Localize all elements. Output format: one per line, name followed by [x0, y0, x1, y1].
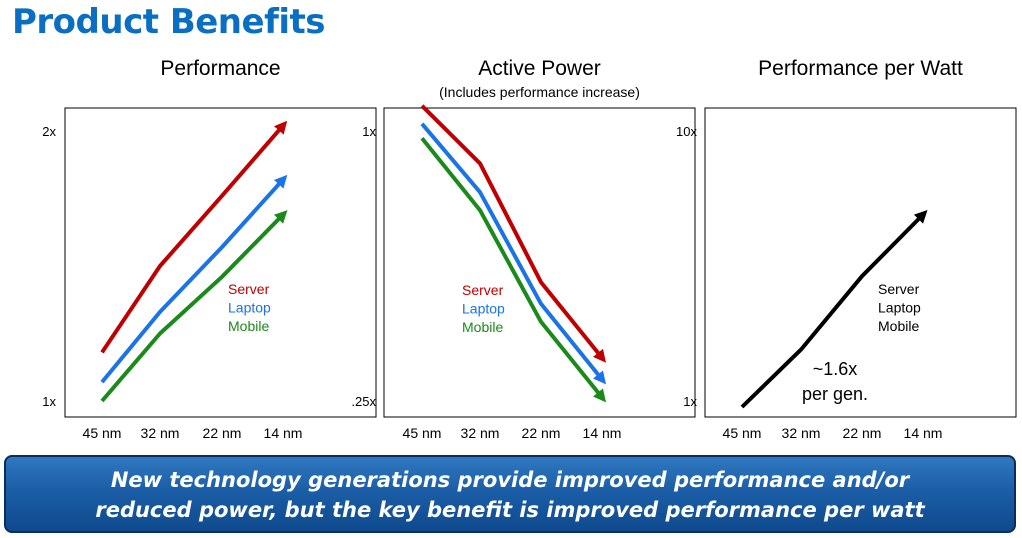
chart-title: Active Power — [478, 57, 601, 80]
x-tick-label: 45 nm — [83, 425, 122, 441]
y-tick-label: 2x — [42, 124, 56, 139]
x-tick-label: 22 nm — [843, 425, 882, 441]
legend-label: Mobile — [878, 318, 919, 334]
series-line-mobile — [100, 210, 288, 403]
x-tick-label: 14 nm — [904, 425, 943, 441]
summary-callout: New technology generations provide impro… — [4, 455, 1016, 533]
x-tick-label: 45 nm — [403, 425, 442, 441]
legend-label: Server — [228, 281, 270, 297]
x-tick-label: 14 nm — [264, 425, 303, 441]
legend-label: Server — [878, 281, 920, 297]
plot-frame — [383, 107, 696, 418]
x-tick-label: 14 nm — [583, 425, 622, 441]
y-tick-label: .25x — [351, 394, 376, 409]
x-tick-label: 45 nm — [723, 425, 762, 441]
series-line-laptop — [420, 122, 607, 385]
legend-label: Laptop — [878, 300, 921, 316]
annotation-text: ~1.6x — [813, 359, 858, 379]
y-tick-label: 1x — [42, 394, 56, 409]
x-tick-label: 32 nm — [141, 425, 180, 441]
y-tick-label: 1x — [362, 124, 376, 139]
annotation-text: per gen. — [802, 384, 868, 404]
y-tick-label: 10x — [676, 124, 697, 139]
page-title: Product Benefits — [12, 2, 326, 42]
charts-area: Performance 2x 1x 45 nm 32 nm 22 nm 14 nm Serve… — [42, 57, 1017, 441]
series-line-laptop — [100, 174, 288, 384]
y-tick-label: 1x — [683, 394, 697, 409]
legend-label: Laptop — [462, 301, 505, 317]
series-line-overall — [740, 210, 928, 409]
chart-subtitle: (Includes performance increase) — [439, 84, 640, 100]
x-tick-label: 22 nm — [203, 425, 242, 441]
plot-frame — [64, 107, 377, 418]
x-tick-label: 22 nm — [522, 425, 561, 441]
x-tick-label: 32 nm — [461, 425, 500, 441]
chart-title: Performance per Watt — [758, 57, 963, 80]
callout-line-1: New technology generations provide impro… — [110, 468, 910, 492]
legend-label: Laptop — [228, 300, 271, 316]
callout-line-2: reduced power, but the key benefit is im… — [95, 498, 925, 522]
series-line-server — [420, 104, 607, 363]
legend-label: Server — [462, 282, 504, 298]
legend-label: Mobile — [228, 318, 269, 334]
plot-frame — [704, 107, 1017, 418]
series-line-mobile — [420, 136, 607, 403]
chart-title: Performance — [160, 57, 280, 80]
legend-label: Mobile — [462, 319, 503, 335]
series-line-server — [100, 120, 288, 354]
x-tick-label: 32 nm — [782, 425, 821, 441]
